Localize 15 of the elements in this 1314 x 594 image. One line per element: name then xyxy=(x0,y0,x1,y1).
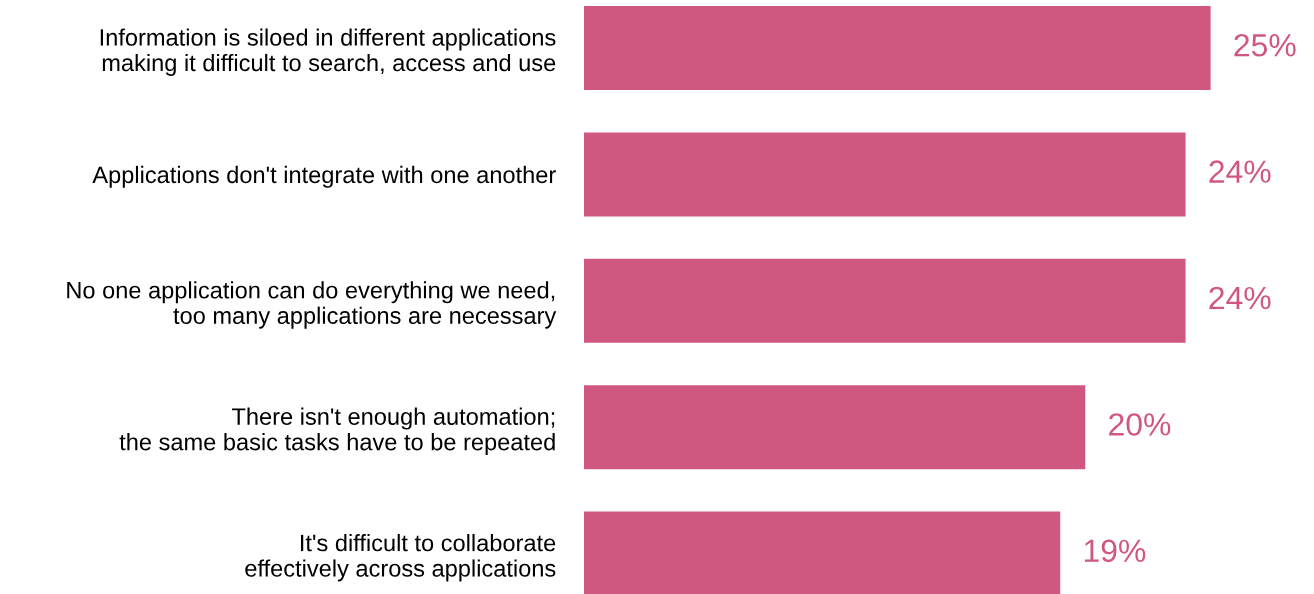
data-label: 19% xyxy=(1084,539,1146,563)
data-label: 25% xyxy=(1234,33,1296,57)
data-label: 20% xyxy=(1109,413,1171,436)
bar xyxy=(584,385,1086,470)
y-tick-label: It's difficult to collaborate effectively across applications xyxy=(245,534,556,582)
y-tick-label: Applications don't integrate with one another xyxy=(92,165,556,188)
bar xyxy=(584,258,1186,343)
bar xyxy=(584,132,1186,217)
y-tick-label: Information is siloed in different applications making it difficult to search, access and use xyxy=(100,28,556,76)
bar xyxy=(584,6,1211,91)
data-label: 24% xyxy=(1209,286,1271,310)
data-label: 24% xyxy=(1209,160,1271,183)
y-tick-label: No one application can do everything we need, too many applications are necessary xyxy=(67,281,557,329)
bar xyxy=(584,511,1061,594)
y-tick-label: There isn't enough automation; the same basic tasks have to be repeated xyxy=(119,407,555,456)
